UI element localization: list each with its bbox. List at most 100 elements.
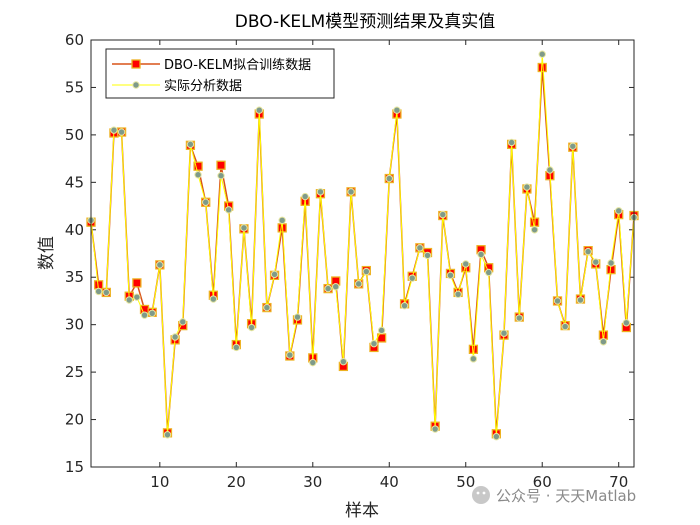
point-actual	[477, 250, 485, 259]
point-actual	[454, 290, 462, 299]
point-actual	[423, 251, 432, 260]
point-predicted	[193, 161, 203, 171]
point-actual	[546, 166, 554, 174]
x-tick-label: 20	[227, 473, 246, 491]
point-actual	[500, 329, 508, 337]
point-actual	[515, 314, 523, 322]
point-actual	[117, 128, 126, 136]
y-tick-label: 40	[65, 221, 84, 239]
point-actual	[156, 261, 164, 269]
point-actual	[110, 126, 118, 134]
axis-ticks: 10 20 30 40 50 60 70 15 20 25 30 35 40 45 50 55 60	[65, 31, 634, 491]
point-actual	[324, 284, 332, 293]
x-tick-label: 40	[380, 473, 399, 491]
point-actual	[255, 106, 263, 114]
point-actual	[393, 106, 401, 114]
legend-label-actual: 实际分析数据	[164, 79, 242, 94]
point-actual	[209, 295, 218, 303]
x-tick-label: 60	[533, 473, 552, 491]
point-actual	[247, 323, 256, 332]
watermark-text: 公众号 · 天天Matlab	[496, 487, 636, 505]
point-actual	[270, 270, 279, 279]
legend: DBO-KELM拟合训练数据 实际分析数据	[105, 48, 335, 99]
x-tick-label: 30	[303, 473, 322, 491]
point-actual	[194, 171, 202, 179]
point-actual	[94, 287, 103, 296]
point-actual	[553, 297, 562, 305]
y-tick-label: 25	[65, 363, 84, 381]
y-tick-label: 55	[65, 78, 84, 96]
point-actual	[615, 207, 623, 215]
point-predicted	[216, 160, 226, 170]
point-actual	[431, 425, 439, 433]
point-actual	[133, 293, 141, 301]
wechat-icon	[472, 486, 490, 504]
y-tick-label: 50	[65, 126, 84, 144]
point-actual	[530, 226, 539, 234]
point-actual	[561, 322, 569, 331]
series-layer	[86, 50, 639, 441]
point-predicted	[132, 278, 142, 288]
wechat-icon-eye-left	[476, 491, 480, 495]
y-axis-label: 数值	[37, 236, 57, 270]
point-actual	[439, 210, 447, 219]
point-actual	[332, 283, 340, 291]
point-actual	[309, 358, 317, 367]
watermark: 公众号 · 天天Matlab	[472, 486, 636, 505]
point-actual	[171, 333, 179, 341]
chart-title: DBO-KELM模型预测结果及真实值	[235, 12, 495, 32]
point-actual	[186, 140, 195, 149]
point-actual	[569, 142, 577, 150]
point-actual	[599, 338, 608, 346]
point-actual	[492, 432, 501, 441]
point-actual	[278, 216, 286, 224]
point-actual	[584, 247, 592, 256]
y-tick-label: 30	[65, 316, 84, 334]
point-actual	[179, 318, 187, 326]
plot-area	[91, 40, 634, 467]
legend-marker-actual	[132, 81, 140, 89]
point-actual	[125, 296, 133, 304]
plot-background	[91, 40, 634, 467]
x-tick-label: 50	[456, 473, 475, 491]
point-actual	[224, 206, 233, 214]
point-actual	[286, 351, 294, 359]
point-actual	[370, 339, 378, 348]
point-actual	[607, 259, 615, 267]
point-actual	[347, 188, 355, 196]
point-actual	[362, 267, 371, 276]
y-tick-label: 60	[65, 31, 84, 49]
point-actual	[202, 198, 210, 206]
point-actual	[377, 326, 386, 335]
point-actual	[484, 268, 493, 277]
point-actual	[622, 319, 631, 327]
plot-frame	[90, 39, 635, 468]
point-actual	[400, 301, 409, 310]
y-tick-label: 45	[65, 173, 84, 191]
legend-marker-predicted	[131, 59, 141, 69]
x-tick-label: 70	[609, 473, 628, 491]
point-actual	[523, 183, 531, 191]
legend-box	[105, 48, 335, 99]
point-actual	[263, 303, 271, 312]
point-actual	[163, 431, 172, 439]
point-actual	[240, 224, 248, 232]
point-actual	[316, 188, 325, 196]
y-tick-label: 35	[65, 268, 84, 286]
wechat-icon-eye-right	[482, 491, 486, 495]
y-tick-label: 15	[65, 458, 84, 476]
point-actual	[148, 309, 156, 317]
point-actual	[140, 311, 149, 319]
point-actual	[446, 271, 455, 280]
point-actual	[301, 192, 309, 201]
point-actual	[232, 343, 241, 352]
point-actual	[576, 296, 585, 304]
x-axis-label: 样本	[345, 501, 379, 521]
x-tick-label: 10	[150, 473, 169, 491]
point-actual	[293, 313, 302, 321]
point-actual	[385, 174, 393, 183]
point-actual	[538, 50, 546, 58]
point-actual	[469, 355, 478, 363]
point-actual	[507, 138, 516, 147]
